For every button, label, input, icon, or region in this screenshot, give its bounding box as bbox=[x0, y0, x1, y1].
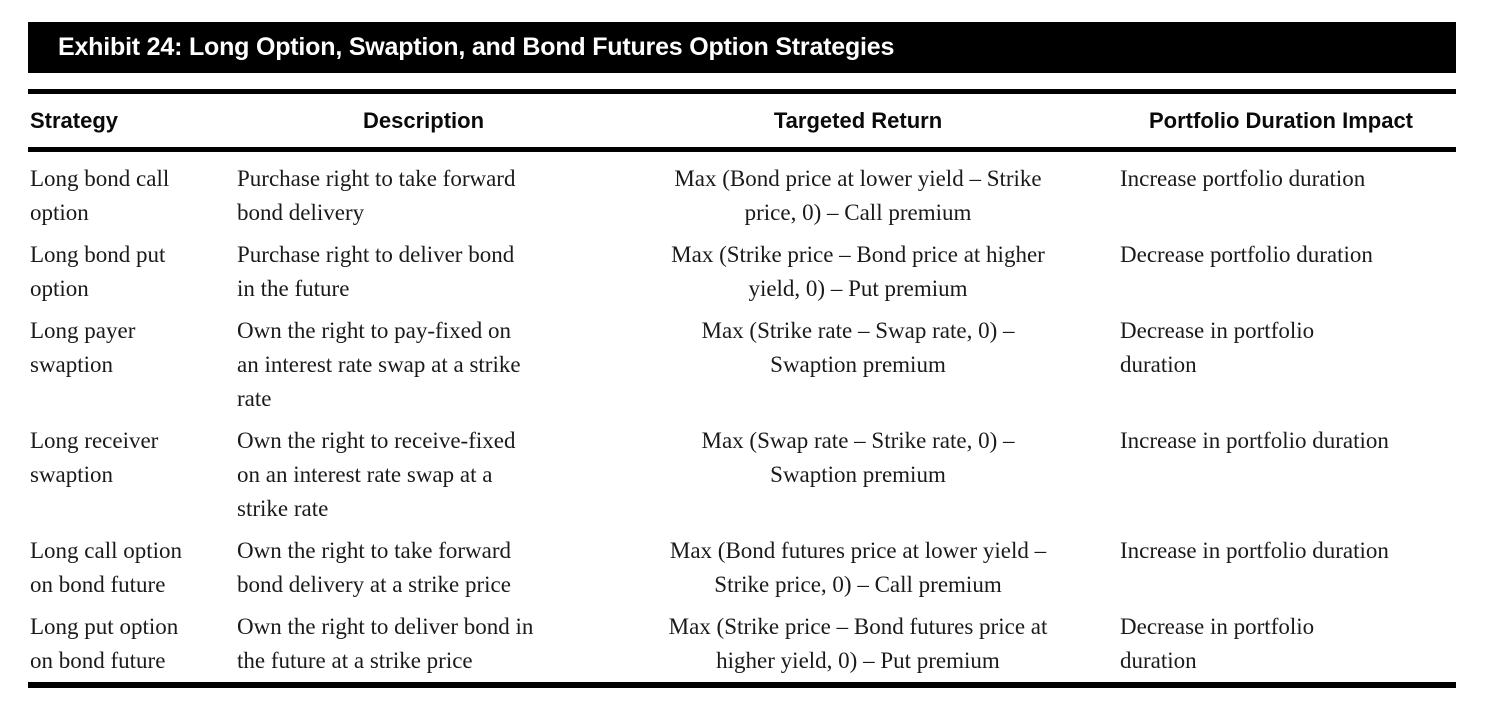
cell-duration-impact: Increase in portfolio duration bbox=[1120, 538, 1389, 563]
table-row: Long receiver swaption Own the right to … bbox=[28, 424, 1456, 526]
cell-targeted-return: Max (Strike price – Bond futures price a… bbox=[668, 614, 1048, 673]
cell-strategy: Long bond call option bbox=[30, 166, 170, 225]
bottom-rule bbox=[28, 682, 1456, 688]
column-header-description: Description bbox=[362, 108, 485, 133]
cell-targeted-return: Max (Bond futures price at lower yield –… bbox=[669, 538, 1047, 597]
cell-strategy: Long call option on bond future bbox=[30, 538, 183, 597]
cell-strategy: Long receiver swaption bbox=[30, 428, 159, 487]
cell-description: Purchase right to take forward bond deli… bbox=[237, 166, 516, 225]
table-row: Long put option on bond future Own the r… bbox=[28, 610, 1456, 678]
header-rule bbox=[28, 147, 1456, 152]
table-header-row: Strategy Description Targeted Return Por… bbox=[28, 94, 1456, 147]
cell-duration-impact: Increase portfolio duration bbox=[1120, 166, 1366, 191]
cell-description: Own the right to deliver bond in the fut… bbox=[237, 614, 534, 673]
cell-duration-impact: Increase in portfolio duration bbox=[1120, 428, 1389, 453]
column-header-strategy: Strategy bbox=[30, 108, 119, 133]
cell-duration-impact: Decrease portfolio duration bbox=[1120, 242, 1373, 267]
table-row: Long call option on bond future Own the … bbox=[28, 534, 1456, 602]
cell-targeted-return: Max (Strike rate – Swap rate, 0) – Swapt… bbox=[701, 318, 1015, 377]
cell-description: Own the right to pay-fixed on an interes… bbox=[237, 318, 521, 411]
cell-description: Own the right to receive-fixed on an int… bbox=[237, 428, 516, 521]
cell-strategy: Long payer swaption bbox=[30, 318, 136, 377]
exhibit-title-banner: Exhibit 24: Long Option, Swaption, and B… bbox=[28, 22, 1456, 73]
cell-strategy: Long bond put option bbox=[30, 242, 166, 301]
cell-strategy: Long put option on bond future bbox=[30, 614, 179, 673]
cell-description: Own the right to take forward bond deliv… bbox=[237, 538, 512, 597]
exhibit-table: Exhibit 24: Long Option, Swaption, and B… bbox=[28, 22, 1456, 688]
table-row: Long bond call option Purchase right to … bbox=[28, 162, 1456, 230]
cell-targeted-return: Max (Strike price – Bond price at higher… bbox=[671, 242, 1045, 301]
cell-targeted-return: Max (Bond price at lower yield – Strike … bbox=[674, 166, 1042, 225]
table-body: Long bond call option Purchase right to … bbox=[28, 152, 1456, 682]
cell-targeted-return: Max (Swap rate – Strike rate, 0) – Swapt… bbox=[701, 428, 1015, 487]
exhibit-title: Exhibit 24: Long Option, Swaption, and B… bbox=[58, 33, 895, 61]
table-row: Long payer swaption Own the right to pay… bbox=[28, 314, 1456, 416]
top-rule bbox=[28, 89, 1456, 94]
cell-description: Purchase right to deliver bond in the fu… bbox=[237, 242, 515, 301]
column-header-targeted-return: Targeted Return bbox=[773, 108, 943, 133]
column-header-duration-impact: Portfolio Duration Impact bbox=[1149, 108, 1413, 133]
table-row: Long bond put option Purchase right to d… bbox=[28, 238, 1456, 306]
cell-duration-impact: Decrease in portfolio duration bbox=[1120, 318, 1315, 377]
cell-duration-impact: Decrease in portfolio duration bbox=[1120, 614, 1315, 673]
